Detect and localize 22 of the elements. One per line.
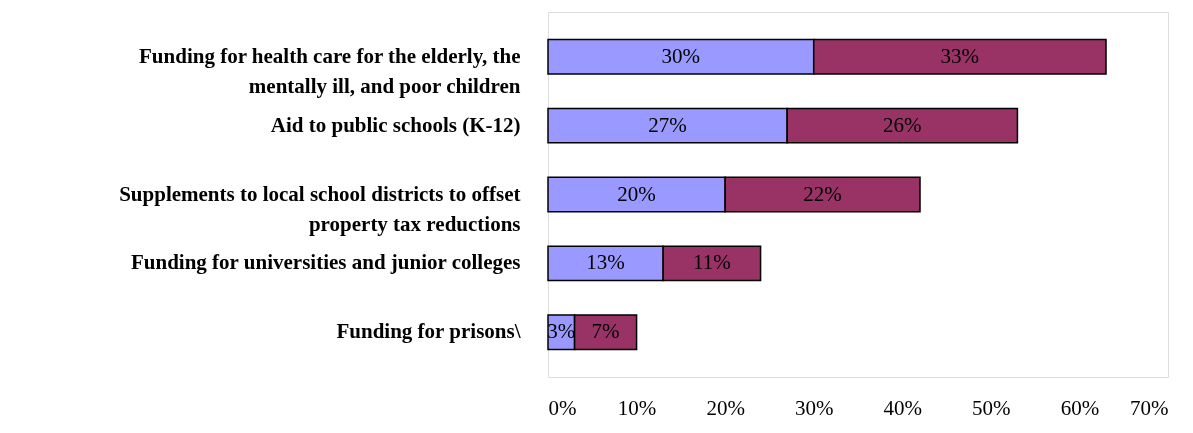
data-label: 30%	[661, 43, 701, 68]
x-tick-label: 0%	[548, 395, 577, 420]
data-label: 13%	[586, 250, 625, 275]
y-tick-label: Aid to public schools (K-12)	[270, 112, 521, 137]
x-tick-label: 70%	[1130, 395, 1169, 420]
x-tick-label: 40%	[883, 395, 923, 420]
x-tick-label: 60%	[1060, 395, 1100, 420]
data-label: 33%	[940, 43, 980, 68]
data-label: 27%	[648, 112, 687, 137]
data-label: 22%	[803, 181, 842, 206]
data-label: 26%	[883, 112, 922, 137]
y-tick-label: Supplements to local school districts to offset property tax reductions	[119, 181, 521, 236]
data-label: 20%	[617, 181, 656, 206]
x-tick-label: 50%	[972, 395, 1011, 420]
data-label: 11%	[693, 250, 731, 275]
y-tick-label: Funding for health care for the elderly, the mentally ill, and poor children	[139, 43, 521, 98]
x-tick-label: 20%	[706, 395, 745, 420]
x-tick-label: 30%	[794, 395, 834, 420]
data-label: 7%	[591, 319, 620, 344]
x-tick-label: 10%	[617, 395, 657, 420]
y-tick-label: Funding for universities and junior colleges	[130, 250, 521, 275]
y-tick-label: Funding for prisons\	[336, 319, 522, 344]
